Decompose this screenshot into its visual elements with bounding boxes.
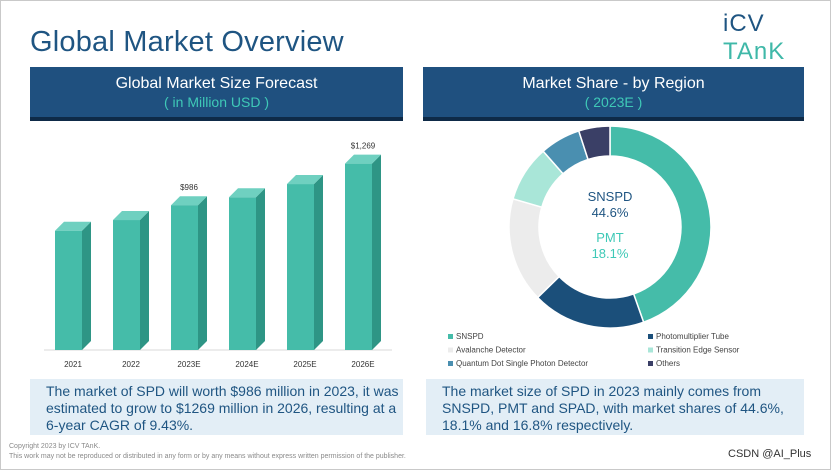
x-tick-label: 2022: [122, 360, 140, 369]
legend-label-photomultiplier-tube: Photomultiplier Tube: [656, 332, 729, 341]
legend-swatch-quantum-dot-single-photon-detector: [448, 361, 453, 366]
bar-2026E: [345, 163, 372, 350]
bar-side-2022: [140, 211, 149, 350]
donut-center-name: SNSPD: [588, 189, 633, 204]
donut-center-secondary-name: PMT: [596, 230, 624, 245]
legend-swatch-snspd: [448, 334, 453, 339]
x-tick-label: 2025E: [293, 360, 316, 369]
legend-label-avalanche-detector: Avalanche Detector: [456, 346, 526, 355]
bar-2022: [113, 220, 140, 350]
bar-2025E: [287, 184, 314, 350]
bar-top-2026E: [345, 154, 381, 164]
page-title: Global Market Overview: [30, 26, 344, 58]
legend-swatch-others: [648, 361, 653, 366]
bar-top-2024E: [229, 188, 265, 198]
donut-chart-header: Market Share - by Region ( 2023E ): [423, 67, 804, 121]
bar-side-2026E: [372, 154, 381, 350]
bar-top-2021: [55, 221, 91, 231]
bar-data-label: $1,269: [351, 142, 376, 151]
donut-center-value: 44.6%: [592, 205, 629, 220]
bar-side-2023E: [198, 196, 207, 350]
donut-slice-snspd: [609, 125, 712, 324]
logo-word-b: TAnK: [723, 38, 786, 65]
bar-side-2021: [82, 221, 91, 350]
logo-word-a: iCV: [723, 10, 765, 37]
legend-label-snspd: SNSPD: [456, 332, 484, 341]
bar-data-label: $986: [180, 183, 198, 192]
footer-copyright: Copyright 2023 by ICV TAnK.: [9, 443, 101, 450]
donut-slice-avalanche-detector: [508, 197, 561, 299]
legend-label-quantum-dot-single-photon-detector: Quantum Dot Single Photon Detector: [456, 359, 588, 368]
watermark: CSDN @AI_Plus: [728, 448, 812, 460]
donut-series: [508, 125, 712, 329]
x-tick-label: 2026E: [351, 360, 374, 369]
bar-chart-header: Global Market Size Forecast ( in Million…: [30, 67, 403, 121]
legend-swatch-transition-edge-sensor: [648, 347, 653, 353]
donut-chart-subtitle: ( 2023E ): [584, 94, 643, 110]
bar-2024E: [229, 197, 256, 350]
bar-chart-summary: The market of SPD will worth $986 millio…: [30, 379, 403, 435]
bar-top-2022: [113, 211, 149, 221]
footer-rights-notice: This work may not be reproduced or distr…: [9, 453, 406, 460]
donut-slice-others: [577, 125, 611, 161]
legend-swatch-photomultiplier-tube: [648, 334, 653, 339]
bar-series: 2021 2022 2023E $986 2024E 2025E 2026E $1,269: [55, 142, 381, 369]
x-tick-label: 2024E: [235, 360, 258, 369]
legend-swatch-avalanche-detector: [448, 347, 453, 353]
legend-label-transition-edge-sensor: Transition Edge Sensor: [656, 346, 740, 355]
bar-top-2023E: [171, 196, 207, 206]
x-tick-label: 2021: [64, 360, 82, 369]
bar-top-2025E: [287, 175, 323, 185]
logo-wordmark: iCV TAnK: [723, 10, 823, 66]
bar-2023E: [171, 205, 198, 350]
bar-side-2024E: [256, 188, 265, 350]
bar-chart-subtitle: ( in Million USD ): [163, 94, 269, 110]
donut-legend: SNSPD Photomultiplier Tube Avalanche Detec…: [448, 332, 740, 368]
donut-chart-title: Market Share - by Region: [522, 75, 705, 92]
donut-chart-summary: The market size of SPD in 2023 mainly co…: [426, 379, 804, 435]
legend-label-others: Others: [656, 359, 680, 368]
donut-center-secondary-value: 18.1%: [592, 246, 629, 261]
bar-side-2025E: [314, 175, 323, 350]
x-tick-label: 2023E: [177, 360, 200, 369]
donut-slice-photomultiplier-tube: [536, 275, 645, 329]
bar-chart-title: Global Market Size Forecast: [115, 75, 318, 92]
bar-2021: [55, 230, 82, 350]
